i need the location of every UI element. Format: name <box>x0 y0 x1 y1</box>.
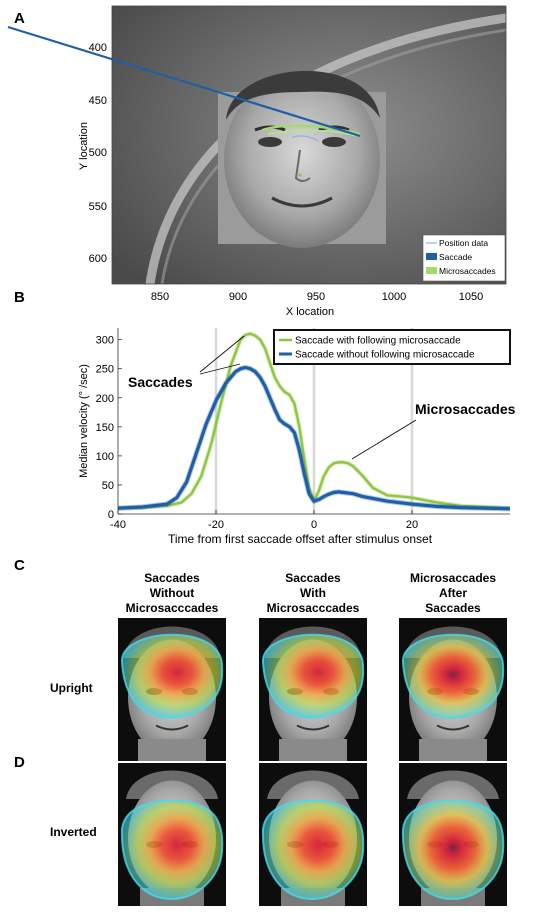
col2-line3: Microsacccades <box>267 601 360 615</box>
legend-with-microsaccade: Saccade with following microsaccade <box>295 336 461 347</box>
heatmap-inverted-2 <box>259 763 367 906</box>
panel-b-ylabel: Median velocity (° /sec) <box>78 364 90 478</box>
annotation-saccades: Saccades <box>128 374 193 390</box>
panel-b-legend: Saccade with following microsaccade Sacc… <box>273 329 511 365</box>
chart-xticks: -40 -20 0 20 <box>110 510 418 531</box>
series-with-microsaccade <box>117 332 511 510</box>
panel-a-yticks: 400 450 500 550 600 <box>89 42 107 265</box>
col3-line1: Microsaccades <box>410 571 496 585</box>
panel-label-d: D <box>14 754 25 771</box>
x-tick-850: 850 <box>151 291 169 303</box>
panel-label-c: C <box>14 557 25 574</box>
panel-label-b: B <box>14 289 25 306</box>
x-tick-1050: 1050 <box>459 291 483 303</box>
y-tick-label: 0 <box>108 509 114 521</box>
x-tick-label: -20 <box>208 519 224 531</box>
panel-a-xlabel: X location <box>286 306 334 318</box>
annotation-microsaccades: Microsaccades <box>415 401 516 417</box>
heat-overlay <box>401 633 505 720</box>
column-headers: Saccades Without Microsacccades Saccades… <box>126 571 497 615</box>
heatmap-upright-2 <box>259 618 367 761</box>
heatmap-grid <box>118 618 507 906</box>
heatmap-upright-1 <box>118 618 226 761</box>
panel-label-a: A <box>14 10 25 27</box>
heat-overlay <box>261 799 365 901</box>
col1-line1: Saccades <box>144 571 200 585</box>
col3-line2: After <box>439 586 467 600</box>
legend-microsaccades: Microsaccades <box>439 266 496 276</box>
legend-saccade: Saccade <box>439 252 472 262</box>
panel-a-legend: Position data Saccade Microsaccades <box>422 234 506 282</box>
panel-a-axes <box>111 5 507 285</box>
row-label-upright: Upright <box>50 681 93 695</box>
chart-series <box>117 331 511 512</box>
y-tick-400: 400 <box>89 42 107 54</box>
y-tick-550: 550 <box>89 201 107 213</box>
y-tick-label: 250 <box>96 364 114 376</box>
legend-swatch-saccade <box>426 253 437 260</box>
y-tick-label: 300 <box>96 335 114 347</box>
saccade-trace <box>7 25 361 138</box>
legend-position-data: Position data <box>439 238 488 248</box>
x-tick-label: -40 <box>110 519 126 531</box>
x-tick-900: 900 <box>229 291 247 303</box>
y-tick-600: 600 <box>89 253 107 265</box>
heat-overlay <box>120 799 224 901</box>
heat-overlay <box>120 633 224 720</box>
y-tick-label: 50 <box>102 480 114 492</box>
heat-overlay <box>401 799 505 901</box>
heatmap-inverted-1 <box>118 763 226 906</box>
heatmap-upright-3 <box>399 618 507 761</box>
y-tick-label: 200 <box>96 393 114 405</box>
y-tick-450: 450 <box>89 95 107 107</box>
panel-a-xticks: 850 900 950 1000 1050 <box>151 291 483 303</box>
col2-line1: Saccades <box>285 571 341 585</box>
x-tick-label: 20 <box>406 519 418 531</box>
saccades-pointer-1 <box>199 335 245 373</box>
panel-a-ylabel: Y location <box>78 122 90 170</box>
series-without-microsaccade <box>117 365 511 511</box>
chart-yticks: 0 50 100 150 200 250 300 <box>96 335 122 521</box>
panel-b-xlabel: Time from first saccade offset after sti… <box>168 532 433 546</box>
face-photo <box>218 70 386 248</box>
x-tick-1000: 1000 <box>382 291 406 303</box>
y-tick-label: 150 <box>96 422 114 434</box>
panel-a-image <box>112 6 506 284</box>
col1-line3: Microsacccades <box>126 601 219 615</box>
legend-swatch-microsaccades <box>426 267 437 274</box>
microsaccades-pointer <box>351 419 417 460</box>
row-label-inverted: Inverted <box>50 825 97 839</box>
x-tick-label: 0 <box>311 519 317 531</box>
y-tick-label: 100 <box>96 451 114 463</box>
heatmap-inverted-3 <box>399 763 507 906</box>
col1-line2: Without <box>150 586 195 600</box>
heat-overlay <box>261 633 365 720</box>
y-tick-500: 500 <box>89 147 107 159</box>
x-tick-950: 950 <box>307 291 325 303</box>
legend-without-microsaccade: Saccade without following microsaccade <box>295 350 475 361</box>
col2-line2: With <box>300 586 326 600</box>
saccades-pointer-2 <box>199 363 241 375</box>
col3-line3: Saccades <box>425 601 481 615</box>
